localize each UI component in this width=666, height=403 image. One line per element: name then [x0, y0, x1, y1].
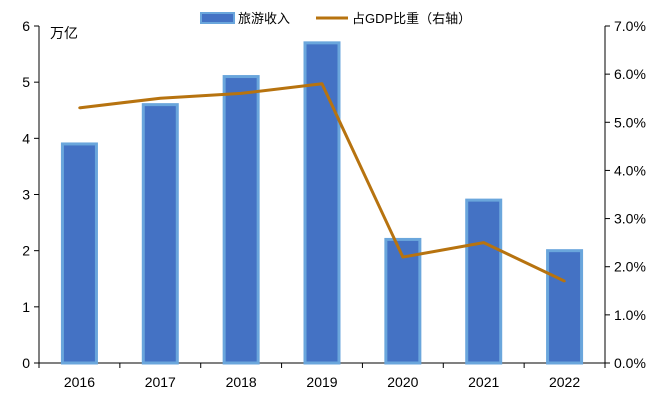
left-tick-label: 6 — [22, 18, 30, 34]
right-tick-label: 0.0% — [614, 355, 646, 371]
right-tick-label: 3.0% — [614, 211, 646, 227]
left-tick-label: 1 — [22, 299, 30, 315]
bar-2018 — [222, 75, 260, 365]
left-axis-unit-label: 万亿 — [50, 25, 78, 41]
legend: 旅游收入 占GDP比重（右轴） — [200, 11, 471, 26]
x-tick-label: 2020 — [387, 374, 418, 390]
bar-2016 — [60, 142, 98, 365]
x-tick-label: 2022 — [549, 374, 580, 390]
right-tick-label: 2.0% — [614, 259, 646, 275]
x-tick-label: 2016 — [64, 374, 95, 390]
legend-bar-label: 旅游收入 — [238, 11, 290, 26]
line-series — [78, 82, 566, 283]
left-tick-label: 4 — [22, 130, 30, 146]
right-tick-label: 4.0% — [614, 162, 646, 178]
bar-2020 — [384, 237, 422, 365]
line-point-2018 — [239, 92, 243, 95]
bar-2022 — [546, 249, 584, 365]
bar-2021 — [465, 198, 503, 365]
bar-series — [60, 41, 584, 365]
x-tick-label: 2018 — [226, 374, 257, 390]
tick-labels: 0 1 2 3 4 5 6 0.0% 1.0% 2.0% 3.0% 4.0% 5.0% 6.0% 7.0% 2… — [22, 18, 646, 390]
right-tick-label: 5.0% — [614, 114, 646, 130]
left-tick-label: 2 — [22, 243, 30, 259]
legend-line-label: 占GDP比重（右轴） — [352, 11, 471, 26]
right-tick-label: 6.0% — [614, 66, 646, 82]
line-point-2022 — [563, 279, 566, 283]
line-point-2017 — [159, 97, 162, 100]
line-point-2019 — [320, 82, 324, 85]
bar-2017 — [141, 103, 179, 365]
right-tick-label: 7.0% — [614, 18, 646, 34]
bar-2019 — [303, 41, 341, 365]
left-tick-label: 5 — [22, 74, 30, 90]
legend-bar-swatch — [200, 12, 235, 24]
x-tick-label: 2017 — [145, 374, 176, 390]
x-tick-label: 2019 — [306, 374, 337, 390]
right-tick-label: 1.0% — [614, 307, 646, 323]
line-point-2020 — [401, 255, 405, 259]
left-tick-label: 3 — [22, 187, 30, 203]
left-tick-label: 0 — [22, 355, 30, 371]
x-tick-label: 2021 — [468, 374, 499, 390]
line-point-2021 — [482, 241, 485, 244]
line-point-2016 — [78, 106, 81, 110]
